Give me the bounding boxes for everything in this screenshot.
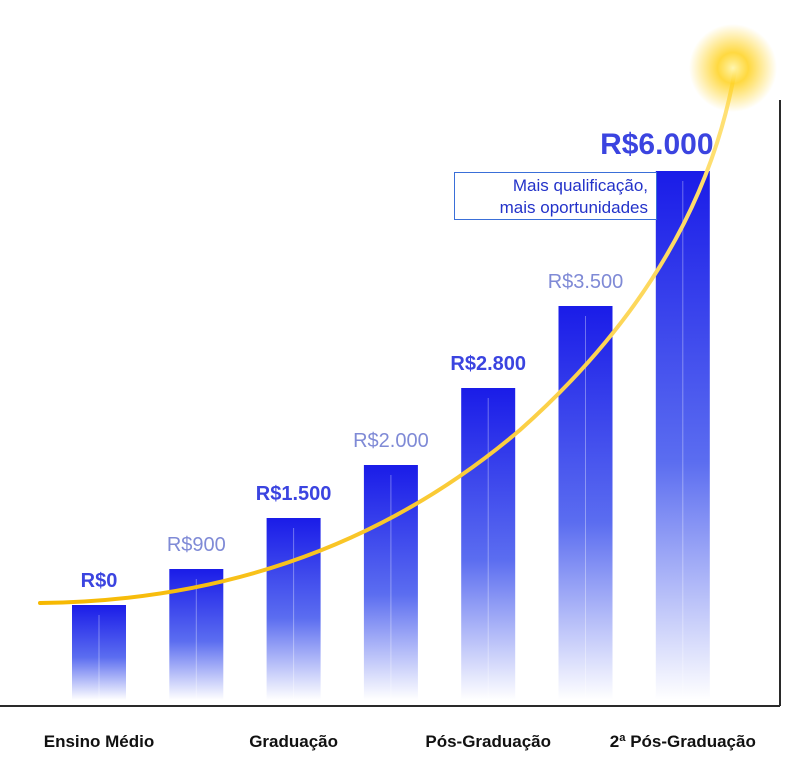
bar-3 [266,518,321,700]
value-label-1: R$0 [81,570,118,592]
value-label-2: R$900 [167,534,226,556]
callout-box: Mais qualificação, mais oportunidades [454,172,657,220]
bar-4 [363,465,418,700]
category-label-1: Ensino Médio [44,732,155,751]
callout-line-2: mais oportunidades [499,198,648,217]
category-label-5: Pós-Graduação [425,732,551,751]
value-label-5: R$2.800 [450,353,526,375]
glow-sun [689,24,777,112]
value-label-6: R$3.500 [548,271,624,293]
trend-curve-layer [38,24,777,605]
category-label-3: Graduação [249,732,338,751]
value-label-4: R$2.000 [353,430,429,452]
bar-1 [72,605,126,700]
value-label-3: R$1.500 [256,483,332,505]
value-label-7: R$6.000 [600,128,713,161]
callout-line-1: Mais qualificação, [512,176,648,195]
category-label-7: 2ª Pós-Graduação [610,732,756,751]
value-labels-layer: R$0 R$900 R$1.500 R$2.000 R$2.800 R$3.500 R$6.… [81,128,714,592]
trend-curve [38,68,737,605]
category-labels-layer: Ensino Médio Graduação Pós-Graduação 2ª Pós… [44,732,756,751]
bars-layer [72,171,710,700]
bar-6 [558,306,613,700]
